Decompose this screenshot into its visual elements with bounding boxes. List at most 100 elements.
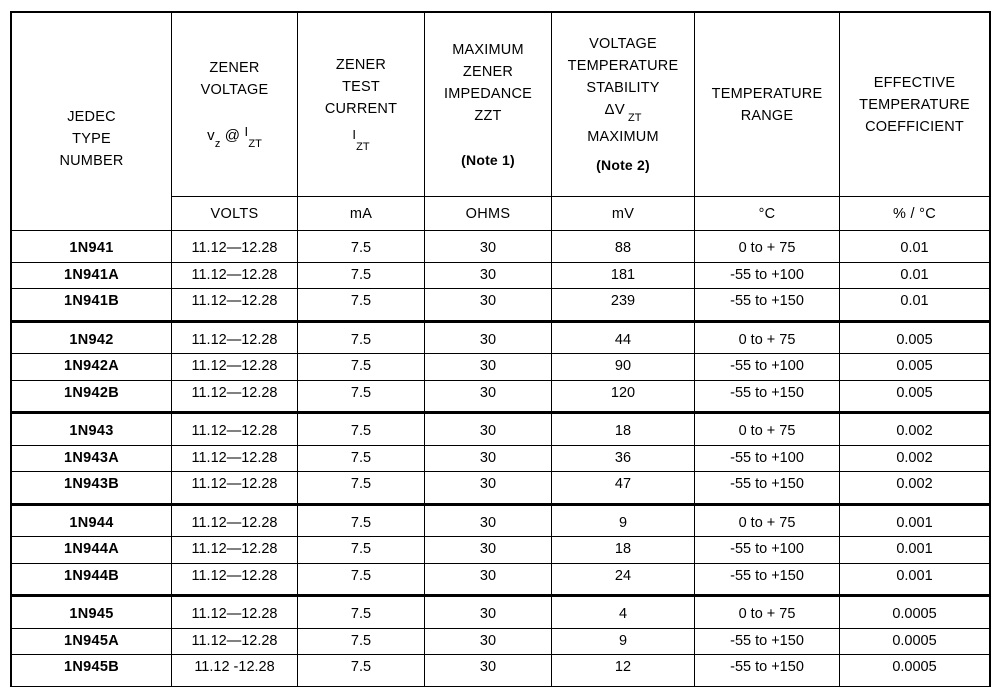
cell-effective-temp-coefficient: 0.001 <box>839 536 990 564</box>
cell-type-number: 1N943 <box>11 413 172 446</box>
cell-type-number: 1N945B <box>11 654 172 687</box>
units-zener-voltage: VOLTS <box>171 196 298 231</box>
group-separator-cell <box>839 594 990 597</box>
header-zener-voltage-symbol: vz @ IZT <box>207 124 262 150</box>
cell-type-number: 1N944 <box>11 504 172 537</box>
cell-max-zener-impedance: 30 <box>424 536 552 564</box>
table-row: 1N945B 11.12 -12.28 7.5 30 12 -55 to +150 0.00… <box>11 654 990 687</box>
cell-voltage-temp-stability: 12 <box>551 654 695 687</box>
header-zener-test-current-symbol: IZT <box>352 127 370 153</box>
header-vts-maximum: MAXIMUM <box>587 129 659 145</box>
cell-max-zener-impedance: 30 <box>424 504 552 537</box>
header-zener-voltage-line-2: VOLTAGE <box>200 82 269 98</box>
cell-type-number: 1N941B <box>11 288 172 321</box>
group-separator <box>11 594 990 597</box>
cell-temperature-range: -55 to +150 <box>694 627 840 655</box>
cell-type-number: 1N942 <box>11 321 172 354</box>
cell-effective-temp-coefficient: 0.005 <box>839 321 990 354</box>
table-row: 1N942 11.12—12.28 7.5 30 44 0 to + 75 0.005 <box>11 321 990 354</box>
cell-effective-temp-coefficient: 0.001 <box>839 504 990 537</box>
cell-temperature-range: -55 to +150 <box>694 654 840 687</box>
table-row: 1N941 11.12—12.28 7.5 30 88 0 to + 75 0.01 <box>11 230 990 263</box>
cell-temperature-range: -55 to +100 <box>694 353 840 381</box>
table-row: 1N944B 11.12—12.28 7.5 30 24 -55 to +150 0.001 <box>11 562 990 596</box>
table-row: 1N943 11.12—12.28 7.5 30 18 0 to + 75 0.002 <box>11 413 990 446</box>
header-max-zener-impedance: MAXIMUM ZENER IMPEDANCE ZZT (Note 1) <box>424 12 552 197</box>
cell-voltage-temp-stability: 4 <box>551 596 695 629</box>
cell-type-number: 1N944B <box>11 562 172 596</box>
cell-temperature-range: -55 to +100 <box>694 261 840 289</box>
zener-diode-spec-table: JEDEC TYPE NUMBER ZENER VOLTAGE vz @ IZT… <box>10 11 991 687</box>
table-header: JEDEC TYPE NUMBER ZENER VOLTAGE vz @ IZT… <box>11 12 990 231</box>
table-row: 1N944 11.12—12.28 7.5 30 9 0 to + 75 0.001 <box>11 504 990 537</box>
cell-effective-temp-coefficient: 0.001 <box>839 562 990 596</box>
group-separator <box>11 502 990 505</box>
cell-type-number: 1N943B <box>11 471 172 504</box>
cell-type-number: 1N941A <box>11 261 172 289</box>
cell-voltage-temp-stability: 36 <box>551 444 695 472</box>
header-vts-line-1: VOLTAGE <box>589 36 657 52</box>
header-vts-line-2: TEMPERATURE <box>567 58 679 74</box>
cell-temperature-range: 0 to + 75 <box>694 596 840 629</box>
group-separator-cell <box>839 411 990 414</box>
cell-voltage-temp-stability: 90 <box>551 353 695 381</box>
cell-max-zener-impedance: 30 <box>424 444 552 472</box>
cell-max-zener-impedance: 30 <box>424 471 552 504</box>
cell-zener-test-current: 7.5 <box>297 471 425 504</box>
cell-effective-temp-coefficient: 0.01 <box>839 288 990 321</box>
cell-type-number: 1N942A <box>11 353 172 381</box>
header-temperature-range-line-1: TEMPERATURE <box>711 85 823 102</box>
header-temperature-range-line-2: RANGE <box>740 107 794 124</box>
cell-temperature-range: 0 to + 75 <box>694 321 840 354</box>
units-row: VOLTS mA OHMS mV °C % / °C <box>12 196 990 231</box>
cell-max-zener-impedance: 30 <box>424 230 552 263</box>
cell-effective-temp-coefficient: 0.01 <box>839 230 990 263</box>
cell-zener-test-current: 7.5 <box>297 413 425 446</box>
cell-zener-voltage: 11.12—12.28 <box>171 504 298 537</box>
cell-voltage-temp-stability: 239 <box>551 288 695 321</box>
table-row: 1N943B 11.12—12.28 7.5 30 47 -55 to +150 0.002 <box>11 471 990 504</box>
cell-voltage-temp-stability: 88 <box>551 230 695 263</box>
cell-effective-temp-coefficient: 0.005 <box>839 353 990 381</box>
cell-zener-test-current: 7.5 <box>297 536 425 564</box>
cell-zener-voltage: 11.12—12.28 <box>171 536 298 564</box>
header-max-zener-impedance-line-2: ZENER <box>462 63 514 80</box>
units-voltage-temperature-stability: mV <box>551 196 695 231</box>
cell-max-zener-impedance: 30 <box>424 654 552 687</box>
header-temperature-range: TEMPERATURE RANGE <box>694 12 840 197</box>
group-separator <box>11 411 990 414</box>
cell-zener-test-current: 7.5 <box>297 444 425 472</box>
cell-temperature-range: 0 to + 75 <box>694 413 840 446</box>
header-zener-test-current: ZENER TEST CURRENT IZT <box>297 12 425 197</box>
cell-voltage-temp-stability: 18 <box>551 536 695 564</box>
cell-zener-voltage: 11.12—12.28 <box>171 471 298 504</box>
cell-zener-voltage: 11.12—12.28 <box>171 562 298 596</box>
header-vts-note: (Note 2) <box>596 157 650 173</box>
group-separator-cell <box>839 319 990 322</box>
cell-zener-test-current: 7.5 <box>297 353 425 381</box>
cell-zener-voltage: 11.12—12.28 <box>171 353 298 381</box>
group-separator-cell <box>839 502 990 505</box>
table-row: 1N941B 11.12—12.28 7.5 30 239 -55 to +150 0.01 <box>11 288 990 321</box>
cell-type-number: 1N945 <box>11 596 172 629</box>
cell-zener-test-current: 7.5 <box>297 504 425 537</box>
cell-zener-test-current: 7.5 <box>297 230 425 263</box>
cell-zener-test-current: 7.5 <box>297 596 425 629</box>
cell-zener-test-current: 7.5 <box>297 627 425 655</box>
header-jedec-line-3: NUMBER <box>59 152 124 169</box>
datasheet-page: JEDEC TYPE NUMBER ZENER VOLTAGE vz @ IZT… <box>10 11 991 687</box>
header-max-zener-impedance-line-1: MAXIMUM <box>452 41 524 58</box>
header-zener-test-current-line-2: TEST <box>342 79 380 95</box>
cell-voltage-temp-stability: 9 <box>551 627 695 655</box>
cell-voltage-temp-stability: 120 <box>551 379 695 413</box>
cell-type-number: 1N945A <box>11 627 172 655</box>
cell-effective-temp-coefficient: 0.0005 <box>839 596 990 629</box>
cell-voltage-temp-stability: 9 <box>551 504 695 537</box>
cell-temperature-range: 0 to + 75 <box>694 504 840 537</box>
header-vts-line-3: STABILITY <box>586 80 660 96</box>
cell-zener-test-current: 7.5 <box>297 654 425 687</box>
cell-voltage-temp-stability: 47 <box>551 471 695 504</box>
cell-zener-voltage: 11.12 -12.28 <box>171 654 298 687</box>
cell-zener-test-current: 7.5 <box>297 321 425 354</box>
cell-temperature-range: -55 to +150 <box>694 562 840 596</box>
